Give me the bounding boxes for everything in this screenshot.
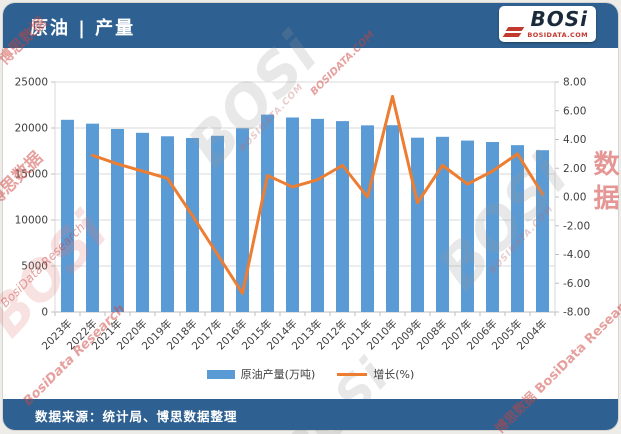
bar: [361, 125, 374, 312]
logo-stripe-icon: [502, 33, 522, 37]
bar: [336, 121, 349, 312]
y-axis-label-right: -4.00: [563, 249, 590, 261]
y-axis-label-right: 6.00: [563, 105, 586, 117]
y-axis-label-right: 8.00: [563, 77, 586, 89]
bar: [411, 137, 424, 312]
bosi-logo-site: BOSIDATA.COM: [527, 31, 588, 39]
y-axis-label-right: 4.00: [563, 134, 586, 146]
page-title: 原油 | 产量: [30, 18, 136, 39]
y-axis-label-right: 2.00: [563, 163, 586, 175]
y-axis-label-right: -2.00: [563, 220, 590, 232]
bar: [236, 128, 249, 312]
growth-line: [91, 94, 544, 295]
y-axis-label-left: 5000: [21, 261, 48, 273]
bar: [111, 128, 124, 312]
bar: [486, 142, 499, 312]
bar: [286, 117, 299, 312]
header-bar: 原油 | 产量 BOSi BOSIDATA.COM: [3, 3, 618, 48]
y-axis-label-right: -8.00: [563, 307, 590, 319]
y-axis-label-left: 0: [41, 307, 48, 319]
y-axis-label-right: 0.00: [563, 192, 586, 204]
bar: [311, 118, 324, 312]
bar: [86, 123, 99, 313]
bosi-logo-text: BOSi: [530, 7, 588, 31]
chart-svg: 25000 20000 15000 10000 5000 0 8.00 6.00 4.00 2.0…: [15, 77, 591, 353]
legend-item-production: 原油产量(万吨): [206, 366, 316, 382]
bar: [536, 150, 549, 312]
chart-region: BOSi BOSIDATA.COM BOSi BOSIDATA.COM BOSi B…: [0, 20, 618, 434]
chart-legend: 原油产量(万吨) 增长(%): [3, 365, 618, 383]
bar: [186, 138, 199, 312]
bar: [436, 136, 449, 312]
legend-label: 增长(%): [373, 368, 415, 381]
data-source-text: 数据来源：统计局、博思数据整理: [35, 409, 238, 424]
bar: [511, 145, 524, 312]
y-axis-label-left: 15000: [15, 169, 48, 181]
line-swatch-icon: [337, 372, 368, 376]
bar: [261, 114, 274, 312]
legend-label: 原油产量(万吨): [240, 368, 316, 381]
y-axis-label-right: -6.00: [563, 278, 590, 290]
chart-card: 原油 | 产量 BOSi BOSIDATA.COM BOSi BOSIDATA.C…: [0, 3, 618, 434]
logo-stripe-icon: [505, 27, 525, 31]
bar: [386, 125, 399, 312]
bar: [61, 119, 74, 313]
y-axis-label-left: 20000: [15, 123, 48, 135]
y-axis-label-left: 25000: [15, 77, 48, 89]
footer-bar: 数据来源：统计局、博思数据整理: [3, 399, 618, 430]
bosi-logo: BOSi BOSIDATA.COM: [499, 6, 596, 42]
bar: [211, 135, 224, 312]
bar: [161, 136, 174, 312]
bar: [461, 140, 474, 312]
bar-swatch-icon: [206, 369, 235, 379]
y-axis-label-left: 10000: [15, 215, 48, 227]
legend-item-growth: 增长(%): [337, 366, 414, 382]
bar: [136, 132, 149, 312]
